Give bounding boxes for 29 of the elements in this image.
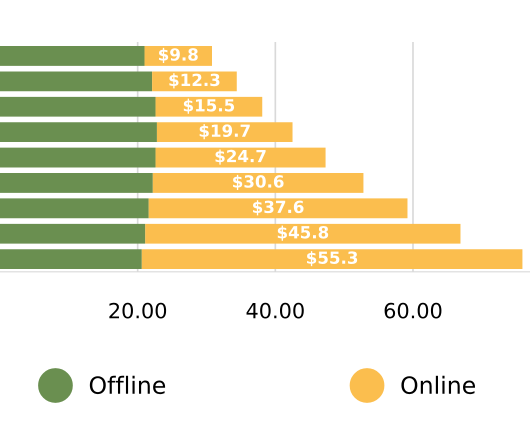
x-tick-label: 60.00 (384, 302, 442, 319)
legend-label: Offline (90, 376, 166, 394)
bar (0, 198, 149, 218)
data-label: $45.8 (278, 226, 328, 241)
x-tick-label: 40.00 (246, 302, 304, 319)
bar (0, 148, 156, 168)
data-label: $55.3 (307, 251, 358, 266)
data-label: $15.5 (184, 98, 234, 114)
data-label: $19.7 (200, 124, 250, 140)
data-label: $24.7 (216, 149, 266, 165)
bar (0, 224, 146, 244)
bar (156, 122, 293, 142)
bar (0, 122, 157, 142)
legend-label: Online (401, 376, 475, 394)
bar (145, 224, 460, 244)
bar (0, 173, 153, 193)
bar (0, 46, 145, 66)
data-label: $37.6 (253, 200, 304, 216)
bar (0, 249, 142, 270)
data-label: $12.3 (169, 73, 220, 88)
bar (142, 249, 522, 270)
data-label: $30.6 (233, 174, 284, 190)
bar (0, 71, 152, 92)
x-tick-label: 20.00 (109, 302, 166, 319)
bar (148, 198, 408, 218)
data-label: $9.8 (159, 48, 198, 64)
bar (156, 148, 326, 168)
bar (0, 96, 156, 117)
bar (152, 173, 364, 193)
